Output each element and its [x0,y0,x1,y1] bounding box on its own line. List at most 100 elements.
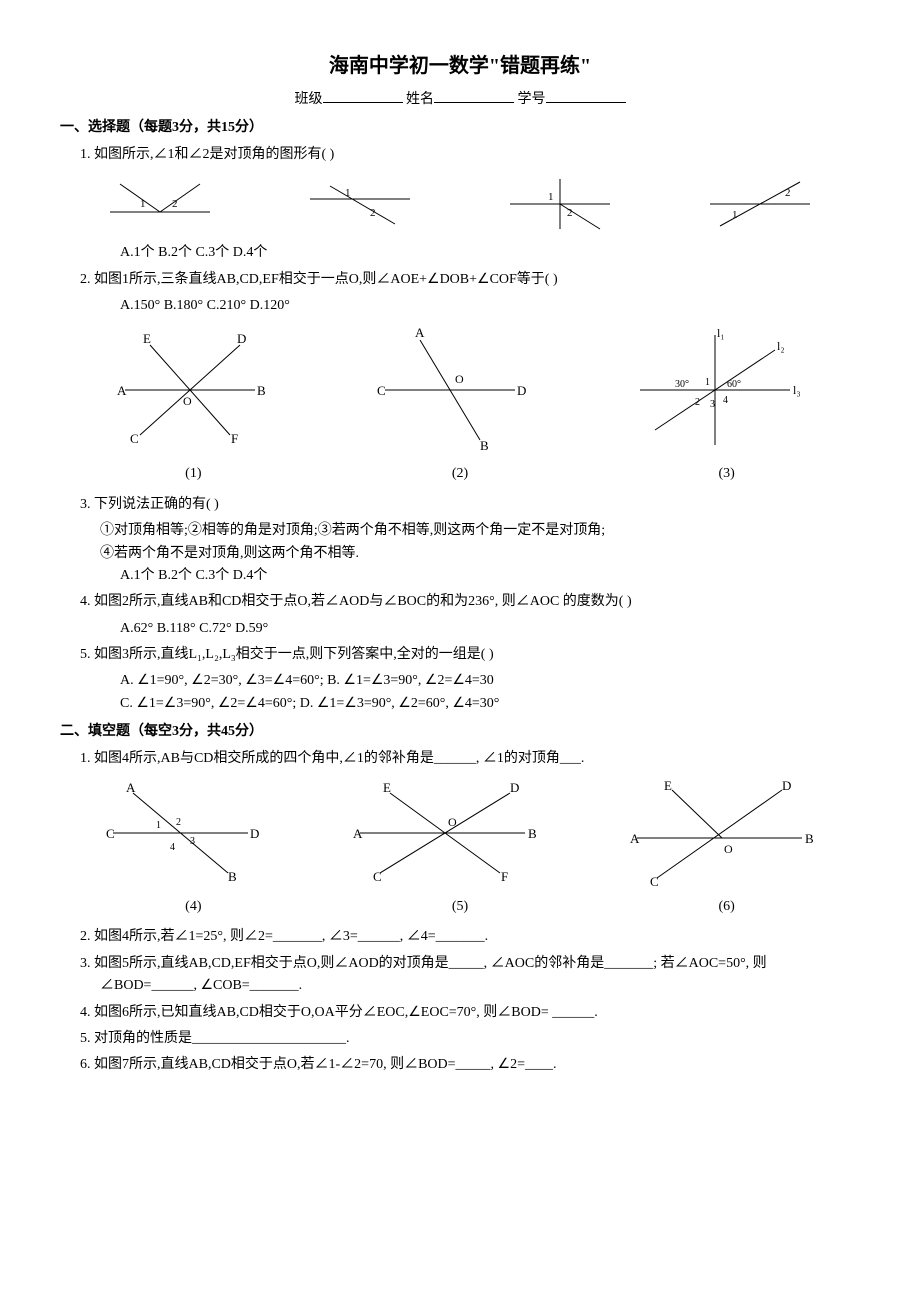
s2-q1-text: 1. 如图4所示,AB与CD相交所成的四个角中,∠1的邻补角是______, ∠… [80,748,860,770]
q1-fig-b: 1 2 [300,174,420,234]
section-2-heading: 二、填空题（每空3分，共45分） [60,721,860,743]
svg-text:l₂: l₂ [777,339,785,353]
figure-2: C D A B O [365,325,535,455]
q1-figures: 1 2 1 2 1 2 2 1 [60,174,860,234]
q1-fig-a: 1 2 [100,174,220,234]
svg-text:4: 4 [723,395,728,406]
figure-3: l₁ l₂ l₃ 30° 60° 1 2 3 4 [625,325,815,455]
figure-5: A B C D E F O [345,778,545,888]
svg-text:B: B [257,383,266,398]
svg-text:1: 1 [140,198,146,210]
svg-text:D: D [517,383,526,398]
q3-line-a: ①对顶角相等;②相等的角是对顶角;③若两个角不相等,则这两个角一定不是对顶角; [100,520,860,542]
q1-text: 1. 如图所示,∠1和∠2是对顶角的图形有( ) [80,144,860,166]
svg-text:E: E [143,331,151,346]
svg-text:C: C [377,383,386,398]
svg-text:2: 2 [370,207,376,219]
svg-text:D: D [510,780,519,795]
svg-text:1: 1 [705,377,710,388]
svg-text:C: C [650,874,659,888]
s2-q5-text: 5. 对顶角的性质是______________________. [80,1028,860,1050]
caption-2: (2) [452,463,468,485]
svg-text:F: F [501,869,508,884]
svg-text:2: 2 [785,187,791,199]
q2-text: 2. 如图1所示,三条直线AB,CD,EF相交于一点O,则∠AOE+∠DOB+∠… [80,269,860,291]
id-blank [546,88,626,103]
svg-text:A: A [630,831,640,846]
figure-4: C D A B 1 2 3 4 [98,778,268,888]
svg-text:F: F [231,431,238,446]
q2-options: A.150° B.180° C.210° D.120° [120,295,860,317]
figure-1: A B C D E F O [105,325,275,455]
q1-fig-c: 1 2 [500,174,620,234]
figure-6: A B C D E O [622,778,822,888]
svg-text:B: B [228,869,237,884]
svg-text:B: B [528,826,537,841]
svg-text:4: 4 [170,842,175,853]
q3-options: A.1个 B.2个 C.3个 D.4个 [120,565,860,587]
svg-text:1: 1 [732,209,738,221]
q5-text: 5. 如图3所示,直线L₁,L₂,L₃相交于一点,则下列答案中,全对的一组是( … [80,644,860,666]
svg-text:O: O [724,842,733,856]
svg-text:D: D [237,331,246,346]
svg-text:E: E [383,780,391,795]
q1-options: A.1个 B.2个 C.3个 D.4个 [120,242,860,264]
page-title: 海南中学初一数学"错题再练" [60,50,860,82]
svg-text:1: 1 [345,187,351,199]
q3-text: 3. 下列说法正确的有( ) [80,494,860,516]
caption-4: (4) [185,896,201,918]
s2-q2-text: 2. 如图4所示,若∠1=25°, 则∠2=_______, ∠3=______… [80,926,860,948]
caption-1: (1) [185,463,201,485]
svg-text:2: 2 [172,198,178,210]
s2-q6-text: 6. 如图7所示,直线AB,CD相交于点O,若∠1-∠2=70, 则∠BOD=_… [80,1054,860,1076]
svg-text:l₃: l₃ [793,383,801,397]
caption-5: (5) [452,896,468,918]
svg-text:C: C [373,869,382,884]
svg-text:2: 2 [567,207,573,219]
name-label: 姓名 [406,92,434,107]
caption-6: (6) [718,896,734,918]
name-blank [434,88,514,103]
svg-text:60°: 60° [727,379,741,390]
svg-text:A: A [126,780,136,795]
s2-q3-text: 3. 如图5所示,直线AB,CD,EF相交于点O,则∠AOD的对顶角是_____… [80,953,860,998]
svg-text:C: C [106,826,115,841]
svg-text:C: C [130,431,139,446]
svg-text:D: D [782,778,791,793]
svg-text:2: 2 [695,397,700,408]
figs-4-5-6: C D A B 1 2 3 4 A B C D E F O A B C D E … [60,778,860,888]
section-1-heading: 一、选择题（每题3分，共15分） [60,117,860,139]
caption-3: (3) [718,463,734,485]
svg-text:A: A [415,325,425,340]
q4-text: 4. 如图2所示,直线AB和CD相交于点O,若∠AOD与∠BOC的和为236°,… [80,591,860,613]
s2-q4-text: 4. 如图6所示,已知直线AB,CD相交于O,OA平分∠EOC,∠EOC=70°… [80,1002,860,1024]
class-blank [323,88,403,103]
svg-text:E: E [664,778,672,793]
svg-text:O: O [455,372,464,386]
svg-text:O: O [448,815,457,829]
student-info-line: 班级 姓名 学号 [60,88,860,111]
svg-text:D: D [250,826,259,841]
q3-line-b: ④若两个角不是对顶角,则这两个角不相等. [100,543,860,565]
figs-1-2-3: A B C D E F O C D A B O l₁ l₂ l₃ 30° 60°… [60,325,860,455]
svg-text:B: B [805,831,814,846]
svg-text:1: 1 [548,191,554,203]
svg-text:A: A [353,826,363,841]
class-label: 班级 [295,92,323,107]
figs-4-5-6-captions: (4) (5) (6) [60,896,860,918]
q4-options: A.62° B.118° C.72° D.59° [120,618,860,640]
svg-text:B: B [480,438,489,453]
q5-options-b: C. ∠1=∠3=90°, ∠2=∠4=60°; D. ∠1=∠3=90°, ∠… [120,693,860,715]
svg-text:30°: 30° [675,379,689,390]
svg-text:3: 3 [190,836,195,847]
q5-options-a: A. ∠1=90°, ∠2=30°, ∠3=∠4=60°; B. ∠1=∠3=9… [120,670,860,692]
svg-text:2: 2 [176,817,181,828]
svg-text:A: A [117,383,127,398]
svg-text:1: 1 [156,820,161,831]
q1-fig-d: 2 1 [700,174,820,234]
svg-text:O: O [183,394,192,408]
id-label: 学号 [518,92,546,107]
svg-text:l₁: l₁ [717,326,725,340]
figs-1-2-3-captions: (1) (2) (3) [60,463,860,485]
svg-text:3: 3 [710,399,715,410]
